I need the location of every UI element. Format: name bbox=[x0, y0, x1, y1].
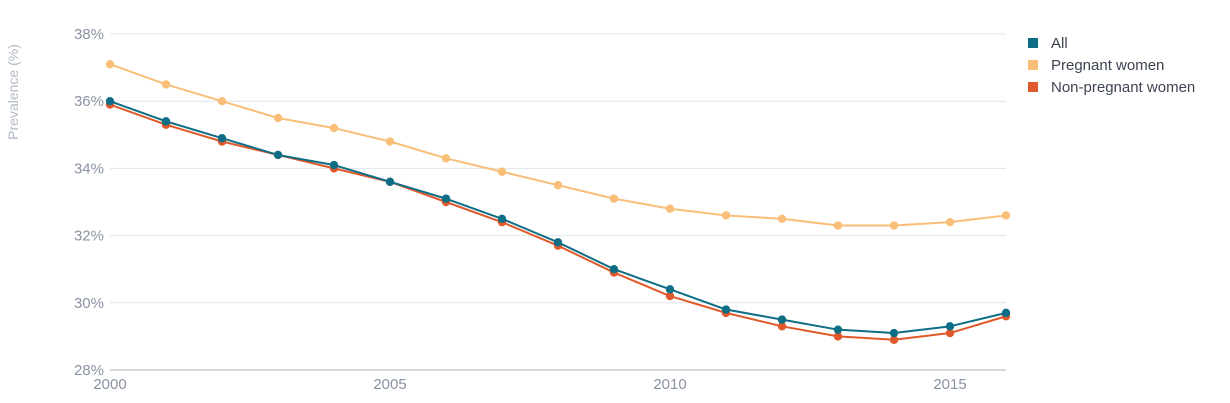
data-point-pregnant-women[interactable] bbox=[105, 60, 115, 69]
data-point-non-pregnant-women[interactable] bbox=[777, 322, 787, 331]
legend-swatch-all bbox=[1028, 38, 1038, 48]
data-point-all[interactable] bbox=[441, 194, 451, 203]
data-point-pregnant-women[interactable] bbox=[609, 194, 619, 203]
legend: All Pregnant women Non-pregnant women bbox=[1028, 32, 1195, 98]
data-point-non-pregnant-women[interactable] bbox=[945, 328, 955, 338]
data-point-pregnant-women[interactable] bbox=[217, 97, 227, 106]
data-point-non-pregnant-women[interactable] bbox=[833, 332, 843, 341]
data-point-all[interactable] bbox=[777, 315, 787, 324]
series-non-pregnant-women bbox=[105, 100, 1011, 344]
x-tick-label: 2015 bbox=[933, 376, 966, 393]
legend-swatch-pregnant-women bbox=[1028, 60, 1038, 70]
data-point-all[interactable] bbox=[273, 150, 283, 160]
legend-swatch-non-pregnant-women bbox=[1028, 82, 1038, 92]
data-point-pregnant-women[interactable] bbox=[889, 221, 899, 230]
x-axis-ticks: 2000 2005 2010 2015 bbox=[93, 376, 966, 393]
data-point-all[interactable] bbox=[1001, 308, 1011, 318]
data-point-pregnant-women[interactable] bbox=[721, 211, 731, 220]
data-point-pregnant-women[interactable] bbox=[329, 123, 339, 133]
series-line-all bbox=[109, 100, 1007, 335]
data-point-pregnant-women[interactable] bbox=[1001, 211, 1011, 220]
data-point-all[interactable] bbox=[665, 285, 675, 294]
data-point-pregnant-women[interactable] bbox=[777, 214, 787, 223]
gridlines bbox=[110, 33, 1006, 371]
data-point-pregnant-women[interactable] bbox=[553, 181, 563, 190]
series-all bbox=[105, 97, 1011, 338]
legend-label-non-pregnant-women: Non-pregnant women bbox=[1051, 78, 1196, 96]
legend-label-all: All bbox=[1051, 34, 1068, 52]
data-point-all[interactable] bbox=[385, 177, 395, 187]
data-point-all[interactable] bbox=[105, 97, 115, 106]
legend-item-all[interactable]: All bbox=[1028, 32, 1195, 54]
data-point-all[interactable] bbox=[609, 265, 619, 274]
x-tick-label: 2000 bbox=[93, 376, 126, 393]
data-point-pregnant-women[interactable] bbox=[273, 113, 283, 123]
data-point-pregnant-women[interactable] bbox=[945, 217, 955, 227]
y-tick-label: 32% bbox=[74, 228, 104, 245]
data-point-non-pregnant-women[interactable] bbox=[665, 291, 675, 301]
y-tick-label: 36% bbox=[74, 93, 104, 110]
data-point-pregnant-women[interactable] bbox=[161, 80, 171, 89]
legend-item-non-pregnant-women[interactable]: Non-pregnant women bbox=[1028, 76, 1195, 98]
data-point-all[interactable] bbox=[945, 322, 955, 331]
data-point-all[interactable] bbox=[217, 133, 227, 143]
y-axis-label: Prevalence (%) bbox=[5, 44, 21, 140]
data-point-pregnant-women[interactable] bbox=[497, 167, 507, 176]
data-point-all[interactable] bbox=[329, 160, 339, 170]
data-point-pregnant-women[interactable] bbox=[441, 154, 451, 163]
series-pregnant-women bbox=[105, 60, 1011, 230]
data-point-all[interactable] bbox=[497, 214, 507, 223]
data-point-pregnant-women[interactable] bbox=[665, 204, 675, 213]
data-point-all[interactable] bbox=[833, 325, 843, 334]
y-axis-ticks: 28% 30% 32% 34% 36% 38% bbox=[74, 26, 104, 379]
data-point-pregnant-women[interactable] bbox=[833, 221, 843, 230]
y-tick-label: 28% bbox=[74, 362, 104, 379]
data-point-all[interactable] bbox=[721, 305, 731, 314]
series-line-non-pregnant-women bbox=[109, 103, 1007, 341]
series-lines bbox=[105, 60, 1011, 344]
data-point-non-pregnant-women[interactable] bbox=[889, 335, 899, 344]
y-tick-label: 38% bbox=[74, 26, 104, 43]
legend-item-pregnant-women[interactable]: Pregnant women bbox=[1028, 54, 1195, 76]
data-point-all[interactable] bbox=[889, 328, 899, 338]
data-point-all[interactable] bbox=[161, 117, 171, 126]
data-point-all[interactable] bbox=[553, 238, 563, 247]
data-point-pregnant-women[interactable] bbox=[385, 137, 395, 146]
y-tick-label: 34% bbox=[74, 160, 104, 177]
y-tick-label: 30% bbox=[74, 295, 104, 312]
legend-label-pregnant-women: Pregnant women bbox=[1051, 56, 1165, 74]
x-tick-label: 2005 bbox=[373, 376, 406, 393]
x-tick-label: 2010 bbox=[653, 376, 686, 393]
